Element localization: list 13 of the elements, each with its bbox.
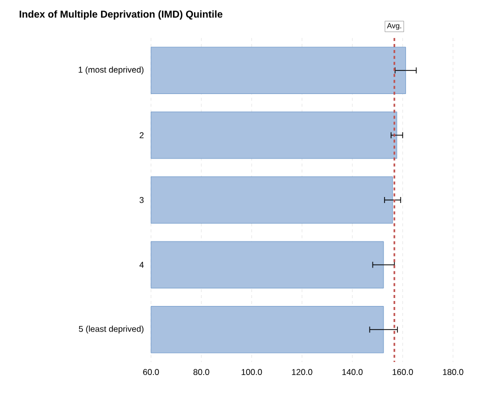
x-tick-label: 120.0	[292, 369, 312, 376]
x-tick-label: 80.0	[193, 369, 210, 376]
y-tick-label: 2	[140, 132, 144, 138]
y-tick-label: 4	[139, 262, 144, 268]
chart-title: Index of Multiple Deprivation (IMD) Quintile	[20, 10, 222, 20]
x-tick-label: 160.0	[392, 369, 413, 376]
x-tick-label: 60.0	[143, 369, 159, 376]
x-tick-label: 180.0	[443, 369, 464, 376]
y-tick-label: 3	[140, 197, 144, 203]
y-tick-label: 5 (least deprived)	[78, 326, 144, 334]
x-tick-label: 100.0	[242, 369, 262, 376]
x-tick-label: 140.0	[342, 369, 363, 376]
y-tick-label: 1 (most deprived)	[78, 66, 144, 74]
